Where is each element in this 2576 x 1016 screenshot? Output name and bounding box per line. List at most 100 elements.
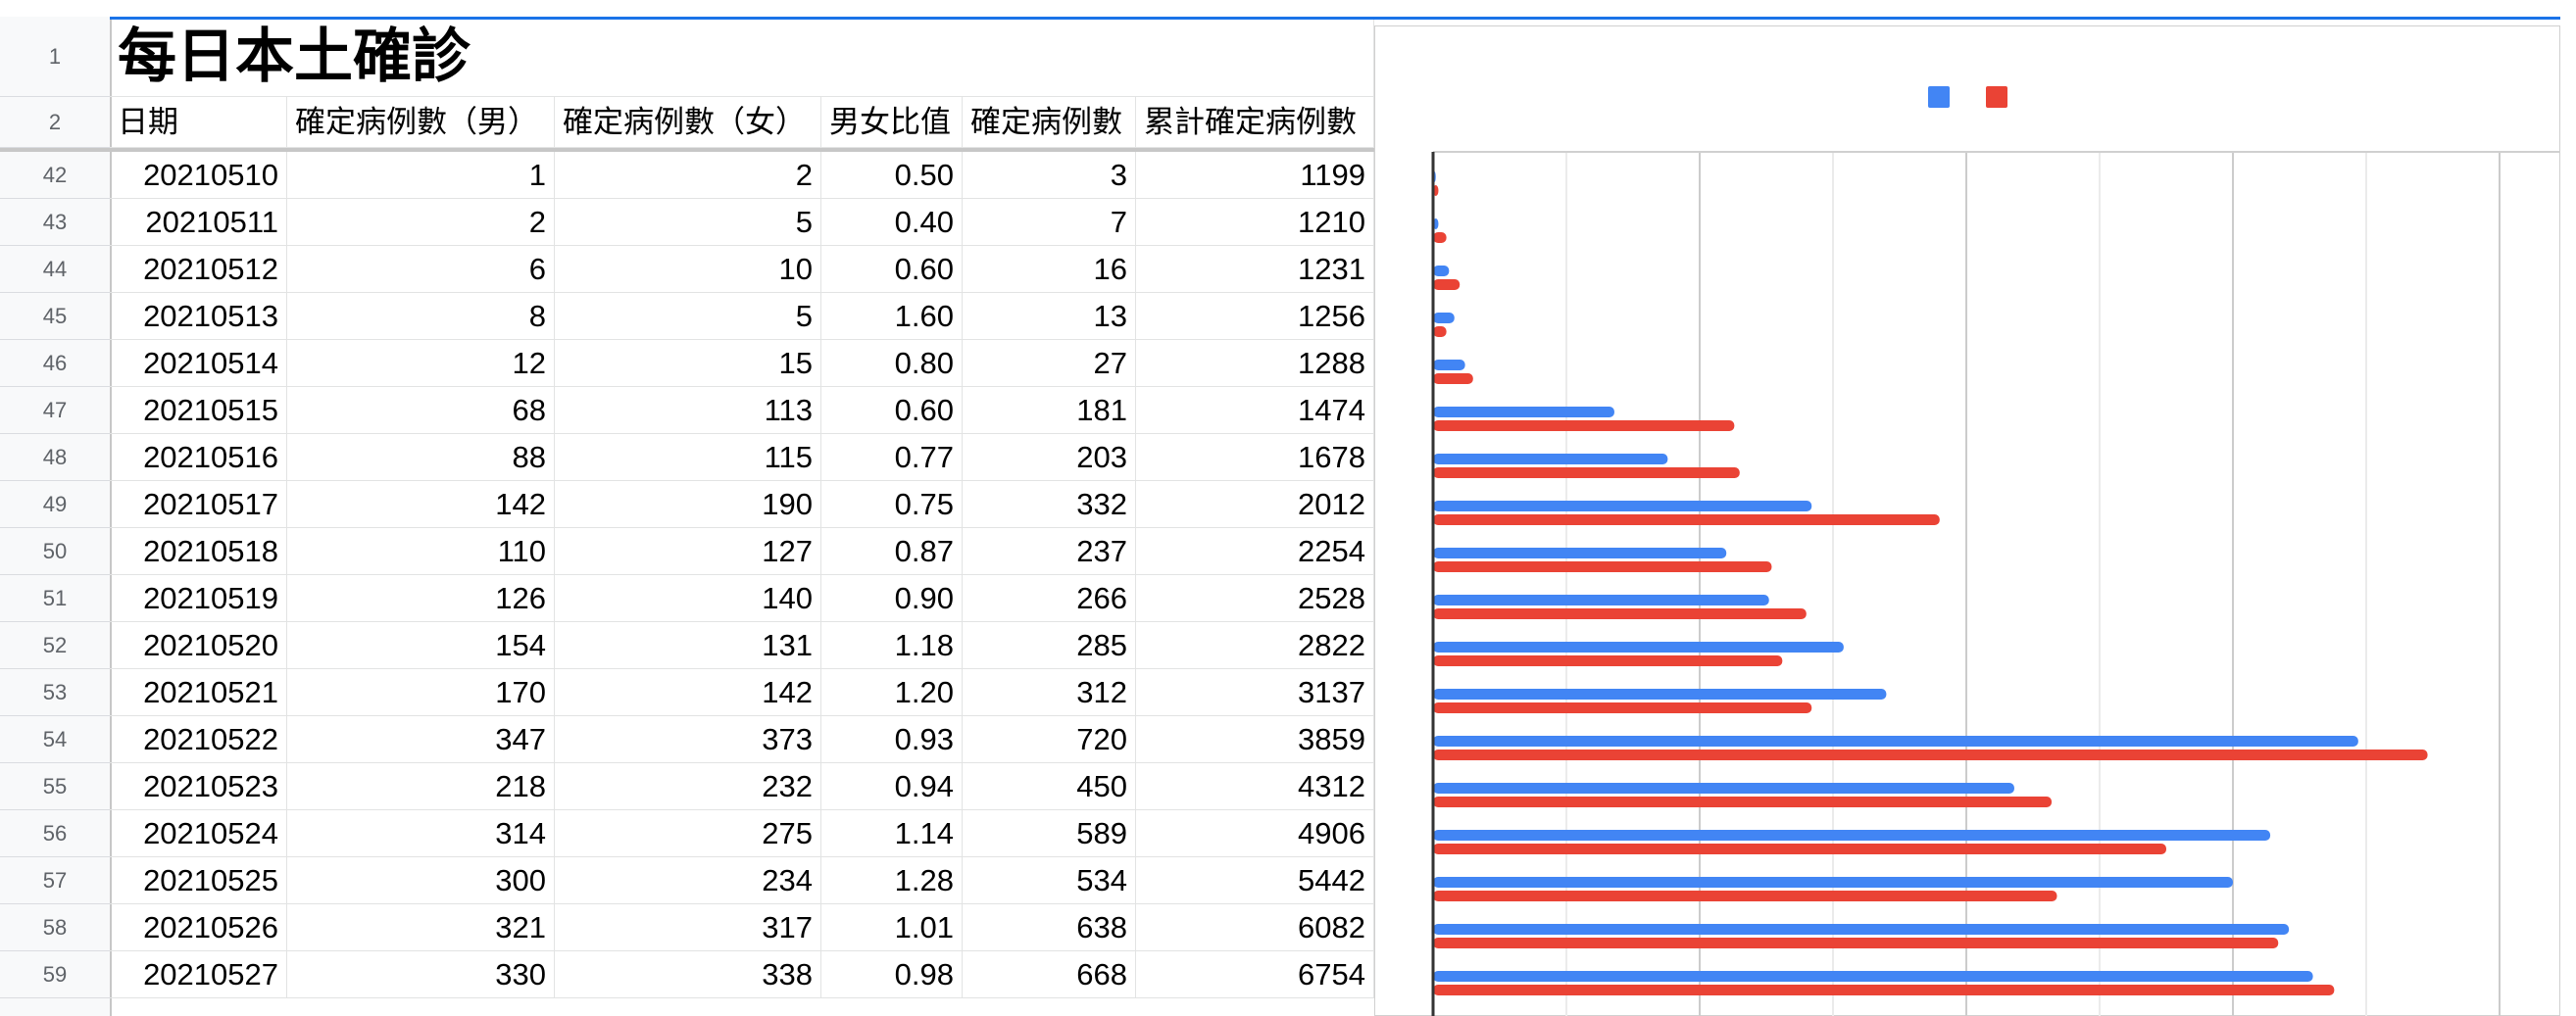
- cell-cum[interactable]: 5442: [1136, 857, 1374, 904]
- row-number[interactable]: 55: [0, 763, 110, 810]
- row-number[interactable]: 51: [0, 575, 110, 622]
- cell-date[interactable]: 20210518: [110, 528, 287, 575]
- cell-female[interactable]: 232: [555, 763, 821, 810]
- cell-date[interactable]: 20210516: [110, 434, 287, 481]
- cell-male[interactable]: 321: [287, 904, 555, 951]
- cell-cum[interactable]: 6754: [1136, 951, 1374, 998]
- cell-female[interactable]: 140: [555, 575, 821, 622]
- cell-cum[interactable]: 3137: [1136, 669, 1374, 716]
- row-number[interactable]: 46: [0, 340, 110, 387]
- cell-cum[interactable]: 1210: [1136, 199, 1374, 246]
- bar-chart[interactable]: [1374, 25, 2560, 1016]
- cell-male[interactable]: 126: [287, 575, 555, 622]
- cell-cum[interactable]: 2012: [1136, 481, 1374, 528]
- column-header-cell[interactable]: 確定病例數（女）: [555, 97, 821, 148]
- cell-date[interactable]: 20210519: [110, 575, 287, 622]
- cell-female[interactable]: 113: [555, 387, 821, 434]
- cell-female[interactable]: 10: [555, 246, 821, 293]
- cell-total[interactable]: 534: [963, 857, 1136, 904]
- cell-male[interactable]: 6: [287, 246, 555, 293]
- cell-date[interactable]: 20210520: [110, 622, 287, 669]
- cell-female[interactable]: 373: [555, 716, 821, 763]
- cell-total[interactable]: 237: [963, 528, 1136, 575]
- cell-cum[interactable]: 4906: [1136, 810, 1374, 857]
- row-number[interactable]: 2: [0, 97, 110, 148]
- cell-cum[interactable]: 1199: [1136, 152, 1374, 199]
- cell-date[interactable]: 20210514: [110, 340, 287, 387]
- cell-total[interactable]: 266: [963, 575, 1136, 622]
- cell-ratio[interactable]: 1.18: [821, 622, 963, 669]
- cell-ratio[interactable]: 1.60: [821, 293, 963, 340]
- cell-male[interactable]: 142: [287, 481, 555, 528]
- row-number[interactable]: 44: [0, 246, 110, 293]
- row-number[interactable]: 58: [0, 904, 110, 951]
- cell-total[interactable]: 589: [963, 810, 1136, 857]
- row-number[interactable]: 59: [0, 951, 110, 998]
- cell-male[interactable]: 314: [287, 810, 555, 857]
- cell-total[interactable]: 312: [963, 669, 1136, 716]
- cell-ratio[interactable]: 0.80: [821, 340, 963, 387]
- column-header-cell[interactable]: 確定病例數: [963, 97, 1136, 148]
- cell-total[interactable]: 16: [963, 246, 1136, 293]
- cell-date[interactable]: 20210521: [110, 669, 287, 716]
- cell-ratio[interactable]: 1.28: [821, 857, 963, 904]
- cell-ratio[interactable]: 0.94: [821, 763, 963, 810]
- cell-female[interactable]: 2: [555, 152, 821, 199]
- cell-total[interactable]: 7: [963, 199, 1136, 246]
- cell-female[interactable]: 190: [555, 481, 821, 528]
- row-number[interactable]: 52: [0, 622, 110, 669]
- cell-male[interactable]: 88: [287, 434, 555, 481]
- cell-cum[interactable]: 2528: [1136, 575, 1374, 622]
- cell-ratio[interactable]: 0.90: [821, 575, 963, 622]
- row-number[interactable]: 53: [0, 669, 110, 716]
- cell-male[interactable]: 8: [287, 293, 555, 340]
- cell-ratio[interactable]: 0.75: [821, 481, 963, 528]
- cell-total[interactable]: 638: [963, 904, 1136, 951]
- cell-date[interactable]: 20210527: [110, 951, 287, 998]
- row-number[interactable]: 47: [0, 387, 110, 434]
- cell-female[interactable]: 142: [555, 669, 821, 716]
- row-number[interactable]: 1: [0, 17, 110, 97]
- cell-female[interactable]: 5: [555, 293, 821, 340]
- cell-female[interactable]: 317: [555, 904, 821, 951]
- cell-female[interactable]: 234: [555, 857, 821, 904]
- cell-total[interactable]: 332: [963, 481, 1136, 528]
- row-number[interactable]: 45: [0, 293, 110, 340]
- column-header-cell[interactable]: 累計確定病例數: [1136, 97, 1374, 148]
- cell-date[interactable]: 20210510: [110, 152, 287, 199]
- cell-ratio[interactable]: 0.50: [821, 152, 963, 199]
- cell-ratio[interactable]: 0.87: [821, 528, 963, 575]
- column-header-cell[interactable]: 確定病例數（男）: [287, 97, 555, 148]
- cell-ratio[interactable]: 0.77: [821, 434, 963, 481]
- cell-ratio[interactable]: 0.40: [821, 199, 963, 246]
- cell-female[interactable]: 15: [555, 340, 821, 387]
- column-header-cell[interactable]: 日期: [110, 97, 287, 148]
- cell-total[interactable]: 3: [963, 152, 1136, 199]
- cell-cum[interactable]: 3859: [1136, 716, 1374, 763]
- cell-total[interactable]: 181: [963, 387, 1136, 434]
- cell-ratio[interactable]: 0.60: [821, 246, 963, 293]
- cell-ratio[interactable]: 0.93: [821, 716, 963, 763]
- column-header-cell[interactable]: 男女比值: [821, 97, 963, 148]
- row-number[interactable]: 48: [0, 434, 110, 481]
- row-number[interactable]: 42: [0, 152, 110, 199]
- cell-ratio[interactable]: 1.20: [821, 669, 963, 716]
- cell-cum[interactable]: 6082: [1136, 904, 1374, 951]
- row-number[interactable]: 56: [0, 810, 110, 857]
- cell-total[interactable]: 27: [963, 340, 1136, 387]
- cell-male[interactable]: 170: [287, 669, 555, 716]
- cell-total[interactable]: 450: [963, 763, 1136, 810]
- row-number[interactable]: 54: [0, 716, 110, 763]
- cell-date[interactable]: 20210525: [110, 857, 287, 904]
- cell-cum[interactable]: 1474: [1136, 387, 1374, 434]
- cell-ratio[interactable]: 1.01: [821, 904, 963, 951]
- cell-date[interactable]: 20210524: [110, 810, 287, 857]
- cell-cum[interactable]: 1288: [1136, 340, 1374, 387]
- row-number[interactable]: 49: [0, 481, 110, 528]
- cell-ratio[interactable]: 1.14: [821, 810, 963, 857]
- cell-male[interactable]: 68: [287, 387, 555, 434]
- cell-ratio[interactable]: 0.60: [821, 387, 963, 434]
- cell-date[interactable]: 20210517: [110, 481, 287, 528]
- row-number[interactable]: 43: [0, 199, 110, 246]
- cell-date[interactable]: 20210515: [110, 387, 287, 434]
